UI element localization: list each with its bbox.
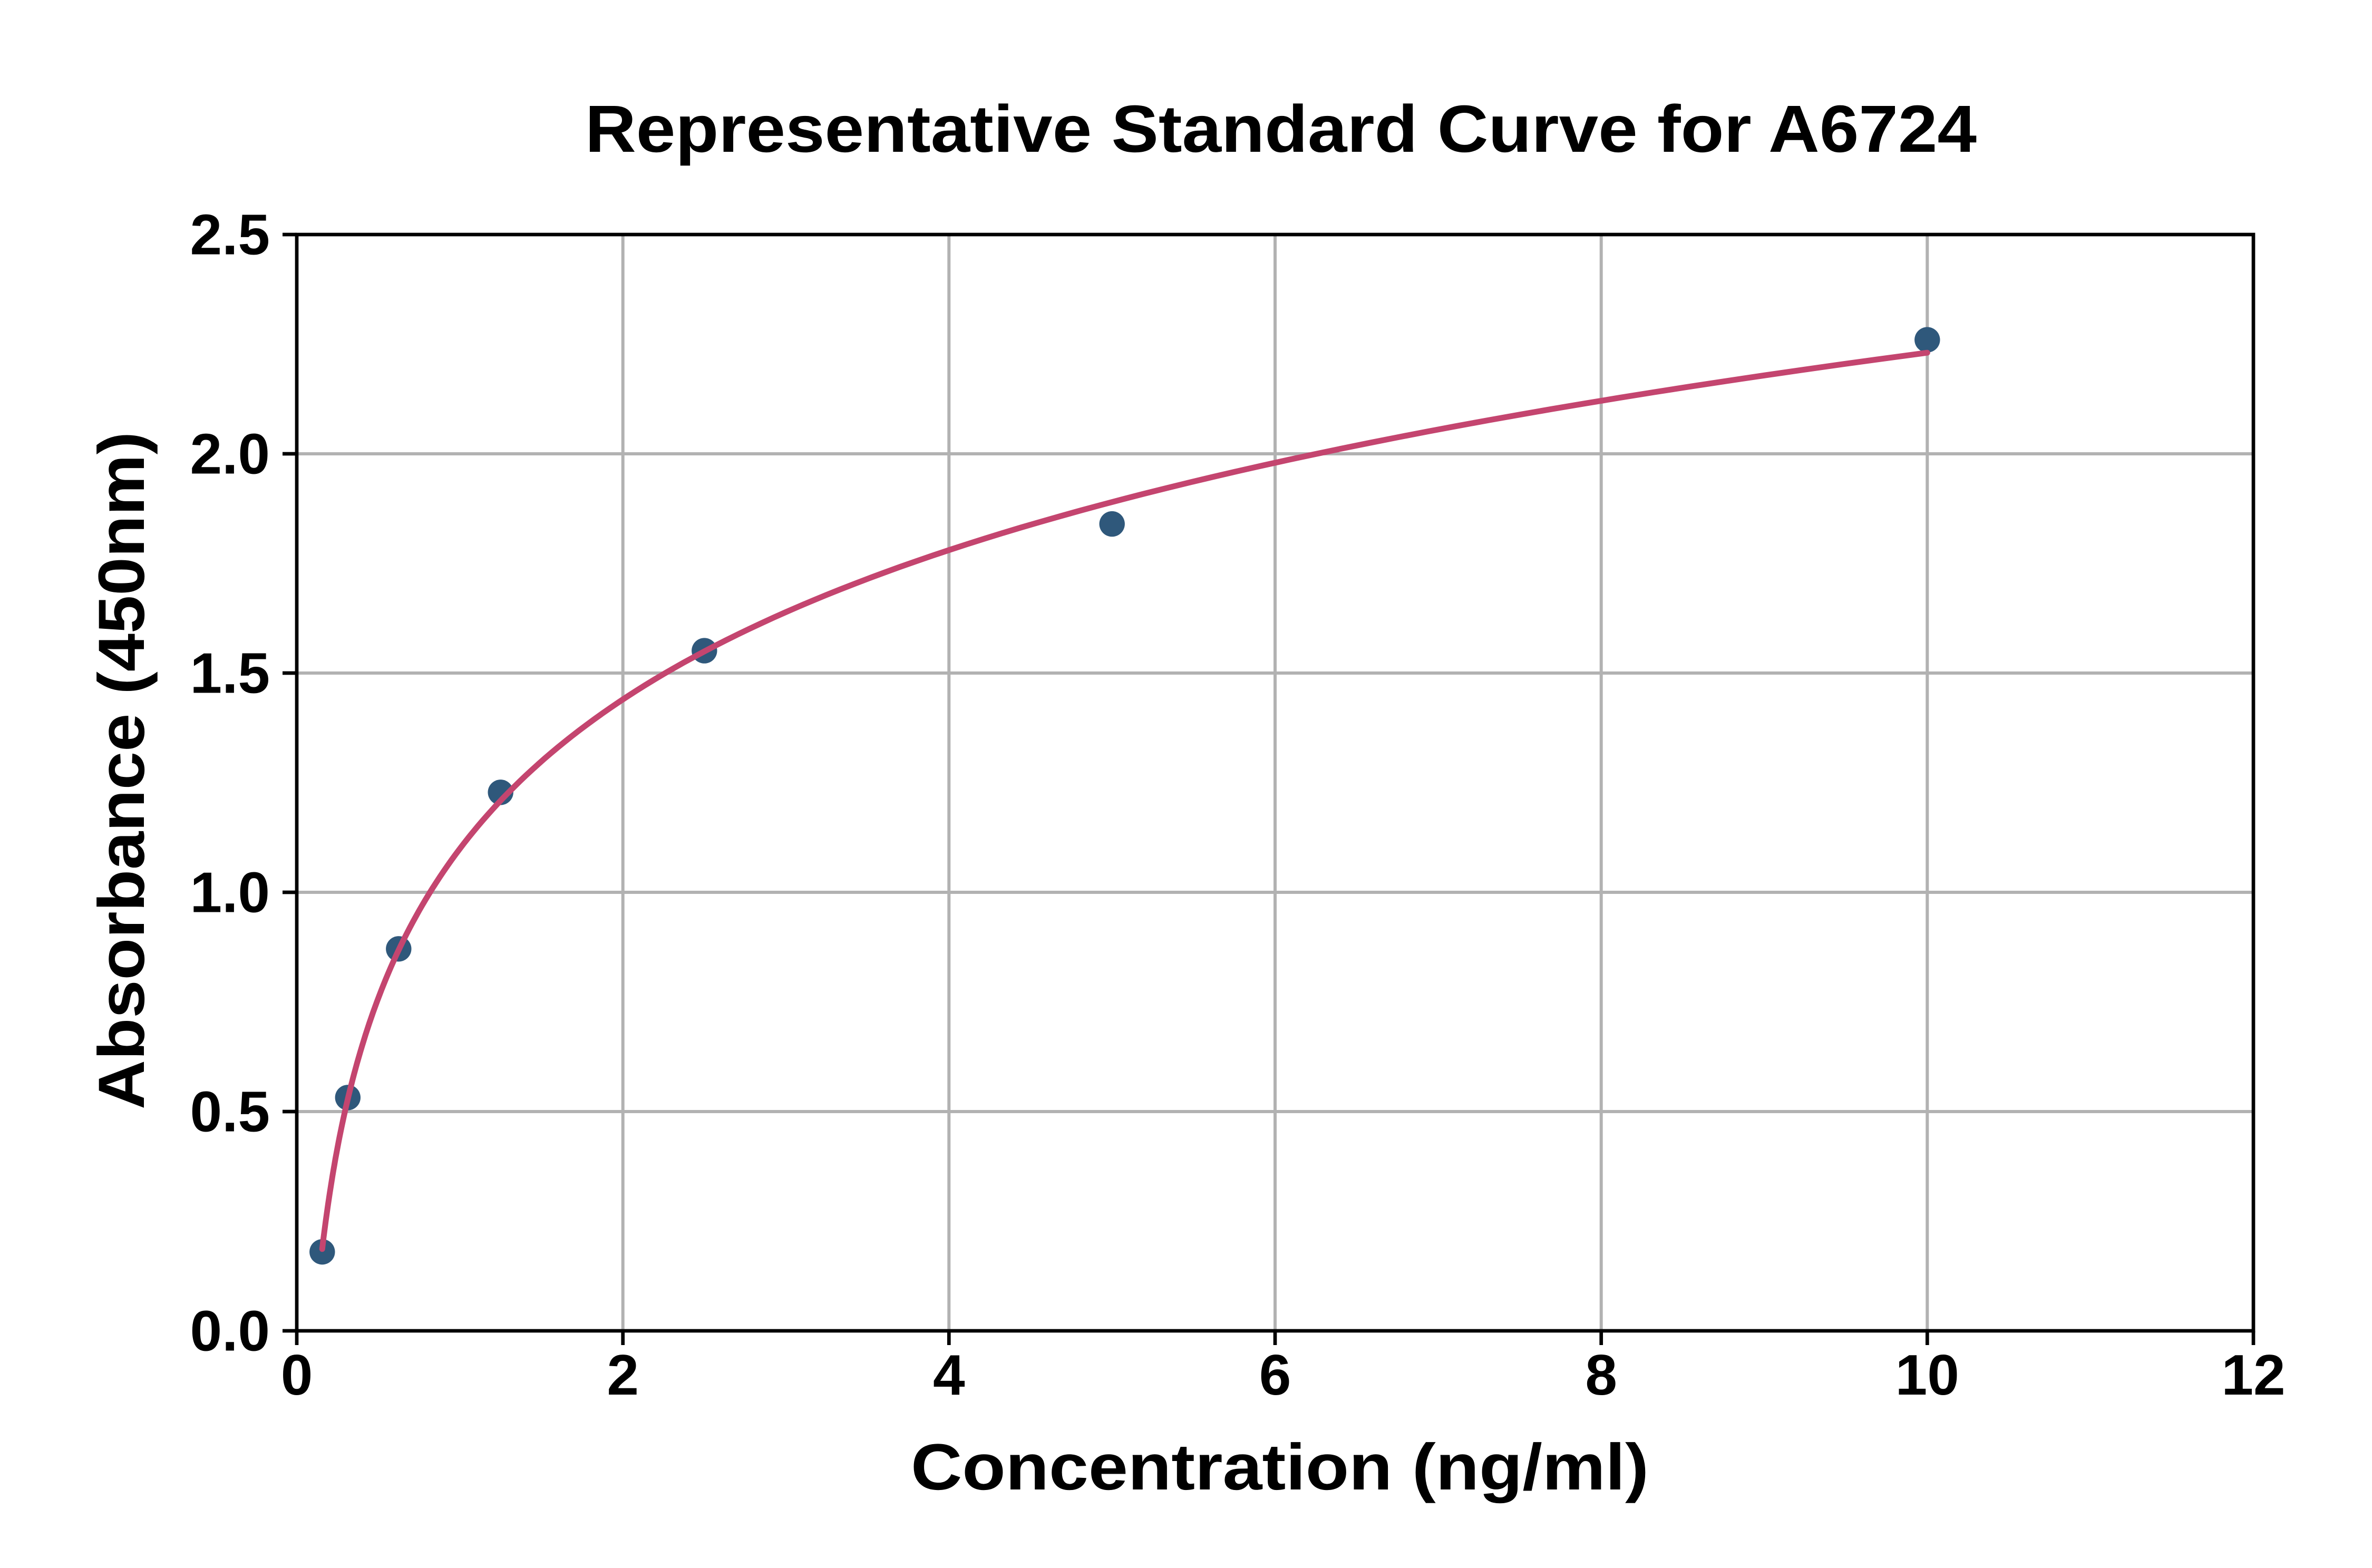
svg-text:Concentration (ng/ml): Concentration (ng/ml) xyxy=(911,1431,1649,1504)
svg-text:1.0: 1.0 xyxy=(190,861,270,925)
svg-text:Representative Standard Curve: Representative Standard Curve for A6724 xyxy=(585,91,1977,166)
svg-text:2.0: 2.0 xyxy=(190,422,270,486)
svg-text:2.5: 2.5 xyxy=(190,203,270,267)
svg-text:6: 6 xyxy=(1259,1343,1291,1407)
svg-text:4: 4 xyxy=(933,1343,965,1407)
svg-text:0.5: 0.5 xyxy=(190,1080,270,1144)
svg-text:2: 2 xyxy=(607,1343,639,1407)
svg-text:0: 0 xyxy=(281,1343,313,1407)
svg-text:8: 8 xyxy=(1585,1343,1617,1407)
svg-text:1.5: 1.5 xyxy=(190,641,270,706)
svg-text:12: 12 xyxy=(2221,1343,2285,1407)
svg-text:0.0: 0.0 xyxy=(190,1299,270,1364)
svg-text:Absorbance (450nm): Absorbance (450nm) xyxy=(85,432,158,1109)
svg-text:10: 10 xyxy=(1895,1343,1959,1407)
